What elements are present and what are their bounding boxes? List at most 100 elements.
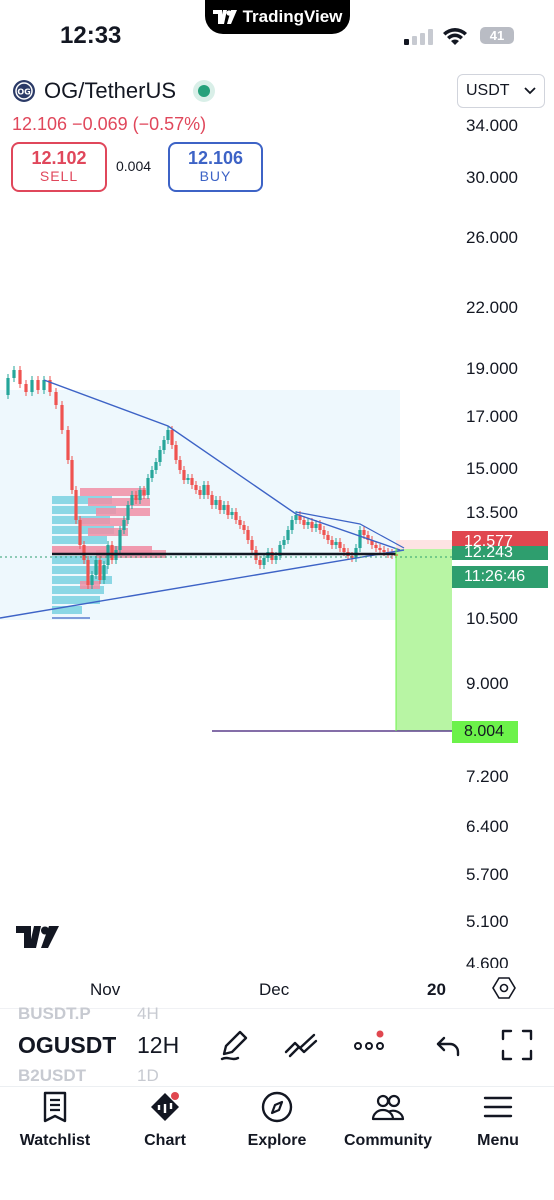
buy-price: 12.106	[187, 148, 244, 169]
volume-profile-bar	[96, 508, 150, 516]
candle-body	[18, 370, 22, 384]
candle-body	[242, 525, 246, 530]
price-tick: 5.700	[466, 865, 509, 884]
menu-icon	[483, 1096, 513, 1118]
interval-picker-next[interactable]: 1D	[137, 1066, 159, 1084]
volume-profile-bar	[52, 526, 114, 534]
candle-body	[298, 515, 302, 520]
candle-body	[338, 542, 342, 548]
more-dots-icon[interactable]	[350, 1026, 388, 1064]
candle-body	[42, 380, 46, 390]
volume-profile-bar	[80, 518, 128, 526]
candle-body	[246, 530, 250, 540]
candle-body	[70, 460, 74, 490]
candle-body	[138, 490, 142, 500]
price-tick: 22.000	[466, 298, 518, 317]
symbol-header[interactable]: OG OG/TetherUS	[12, 78, 211, 104]
og-coin-icon: OG	[13, 80, 35, 102]
candle-body	[326, 535, 330, 540]
time-label: Dec	[259, 980, 290, 999]
volume-profile-bar	[52, 496, 112, 504]
support-trendline	[0, 549, 405, 619]
candle-body	[86, 560, 90, 585]
candle-body	[322, 530, 326, 535]
sell-label: SELL	[39, 168, 79, 185]
candle-body	[54, 392, 58, 405]
candle-body	[110, 545, 114, 560]
candle-body	[262, 558, 266, 565]
symbol-picker-prev[interactable]: BUSDT.P	[18, 1004, 91, 1020]
candle-body	[198, 490, 202, 495]
nav-label: Menu	[477, 1132, 519, 1149]
svg-text:OG: OG	[17, 88, 30, 97]
nav-community[interactable]: Community	[333, 1090, 443, 1150]
candle-body	[82, 545, 86, 560]
candle-body	[146, 478, 150, 495]
candle-body	[214, 500, 218, 505]
target-zone	[396, 548, 452, 731]
price-chart[interactable]	[0, 200, 452, 970]
candle-body	[218, 500, 222, 510]
toolbar-symbol[interactable]: OGUSDT	[18, 1032, 116, 1058]
candle-body	[174, 445, 178, 460]
candle-body	[194, 485, 198, 490]
candle-body	[210, 495, 214, 505]
candle-body	[382, 550, 386, 552]
candle-body	[274, 556, 278, 560]
price-tick: 7.200	[466, 767, 509, 786]
symbol-picker-next[interactable]: B2USDT	[18, 1066, 87, 1084]
buy-label: BUY	[199, 168, 232, 185]
volume-profile-bar	[88, 498, 150, 506]
resistance-trendline	[43, 379, 401, 551]
candle-body	[290, 520, 294, 530]
nav-label: Chart	[144, 1132, 186, 1149]
drawing-range-box	[0, 390, 400, 620]
candle-body	[258, 560, 262, 565]
bar-countdown-tag: 11:26:46	[452, 566, 548, 588]
undo-icon[interactable]	[430, 1026, 468, 1064]
candle-body	[306, 522, 310, 525]
draw-pen-icon[interactable]	[216, 1026, 254, 1064]
time-label: 20	[427, 980, 446, 999]
nav-explore[interactable]: Explore	[222, 1090, 332, 1150]
symbol-name: OG/TetherUS	[44, 78, 177, 103]
candle-body	[206, 485, 210, 495]
sell-button[interactable]: 12.102 SELL	[11, 142, 107, 192]
currency-value: USDT	[466, 82, 510, 99]
candle-body	[12, 370, 16, 378]
currency-select[interactable]: USDT	[457, 74, 545, 108]
candle-body	[370, 540, 374, 545]
candle-body	[150, 470, 154, 478]
candle-body	[134, 495, 138, 500]
candle-body	[278, 545, 282, 556]
chart-icon	[151, 1092, 179, 1121]
candle-body	[74, 490, 78, 520]
fullscreen-icon[interactable]	[498, 1026, 536, 1064]
nav-chart[interactable]: Chart	[110, 1090, 220, 1150]
candle-body	[222, 505, 226, 510]
candle-body	[182, 470, 186, 480]
interval-button[interactable]: 12H	[137, 1032, 180, 1058]
candle-body	[36, 380, 40, 390]
candle-body	[270, 552, 274, 560]
interval-picker-prev[interactable]: 4H	[137, 1004, 159, 1020]
candle-body	[154, 462, 158, 470]
price-tick: 26.000	[466, 228, 518, 247]
candle-body	[60, 405, 64, 430]
nav-menu[interactable]: Menu	[443, 1090, 553, 1150]
sell-price: 12.102	[31, 148, 87, 169]
candle-body	[98, 560, 102, 580]
candle-body	[190, 478, 194, 485]
volume-profile-bar	[52, 576, 112, 584]
chart-settings-icon[interactable]	[492, 976, 516, 1000]
candle-body	[186, 478, 190, 480]
line-tools-icon[interactable]	[282, 1026, 320, 1064]
buy-button[interactable]: 12.106 BUY	[168, 142, 263, 192]
spread-value: 0.004	[116, 158, 152, 174]
candle-body	[330, 540, 334, 545]
nav-watchlist[interactable]: Watchlist	[0, 1090, 110, 1150]
volume-profile-bar	[80, 581, 100, 589]
candle-body	[102, 565, 106, 580]
last-price-change: 12.106 −0.069 (−0.57%)	[12, 114, 207, 134]
candle-body	[302, 520, 306, 525]
